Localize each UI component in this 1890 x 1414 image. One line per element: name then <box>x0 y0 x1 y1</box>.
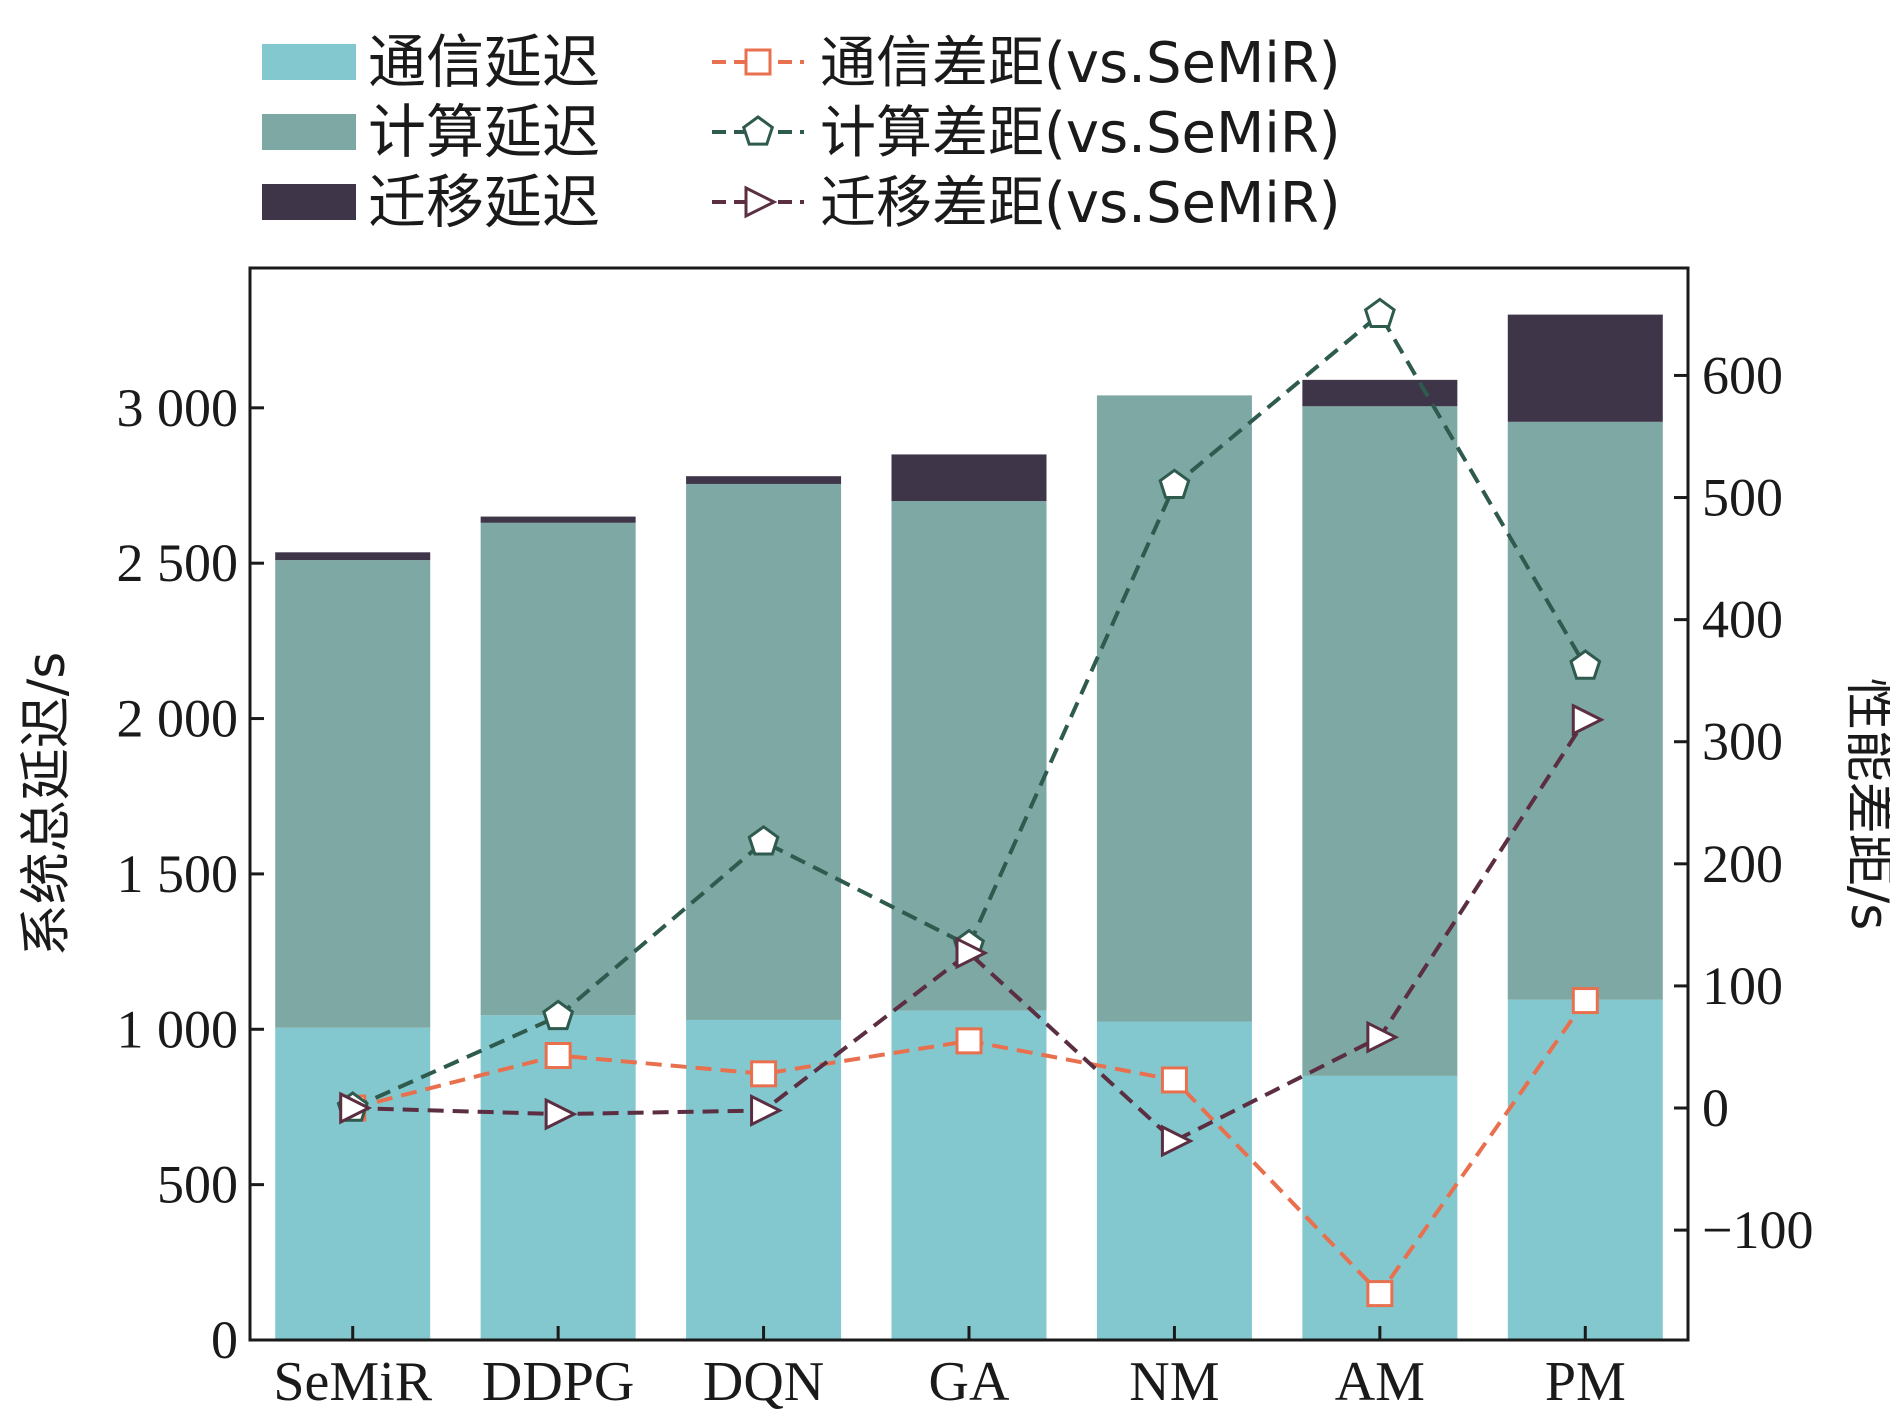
legend-marker-comp-gap <box>741 115 775 146</box>
bar-comm-ga <box>891 1010 1047 1340</box>
legend-label-comm-gap: 通信差距(vs.SeMiR) <box>820 31 1341 96</box>
y-tick-label: 3 000 <box>117 378 239 438</box>
migr-gap-point-pm <box>1571 703 1605 737</box>
y2-tick-label: 0 <box>1702 1078 1729 1138</box>
y-tick-label: 1 000 <box>117 999 239 1059</box>
y2-tick-label: 300 <box>1702 712 1783 772</box>
migr-gap-point-semir <box>339 1091 373 1125</box>
y2-tick-label: 200 <box>1702 834 1783 894</box>
migr-gap-point-ddpg <box>544 1097 578 1131</box>
bar-comp-ga <box>891 501 1047 1011</box>
y2-tick-label: 500 <box>1702 468 1783 528</box>
comm-gap-point-ddpg <box>544 1042 572 1070</box>
y2-axis-label: 性能差距/s <box>1839 678 1890 931</box>
migr-gap-point-am <box>1366 1020 1400 1054</box>
x-tick-label-pm: PM <box>1545 1351 1626 1413</box>
x-tick-label-am: AM <box>1335 1351 1425 1413</box>
bar-migr-dqn <box>686 476 842 484</box>
bar-migr-am <box>1302 379 1458 407</box>
bar-comp-semir <box>275 560 431 1028</box>
y-axis-label: 系统总延迟/s <box>17 652 77 957</box>
y2-tick-label: −100 <box>1702 1200 1813 1260</box>
legend-marker-migr-gap <box>744 185 778 219</box>
y2-tick-label: 400 <box>1702 590 1783 650</box>
migr-gap-point-dqn <box>750 1094 783 1127</box>
comm-gap-point-pm <box>1571 987 1599 1015</box>
legend-marker-comm-gap <box>744 48 772 76</box>
y2-tick-label: 600 <box>1702 345 1783 405</box>
y-tick-label: 500 <box>157 1155 238 1215</box>
bar-migr-ga <box>891 454 1047 502</box>
legend-label-migr-gap: 迁移差距(vs.SeMiR) <box>820 171 1341 236</box>
comp-gap-point-am <box>1363 297 1396 328</box>
y-tick-label: 0 <box>211 1310 238 1370</box>
legend-swatch-migr <box>262 184 356 220</box>
comm-gap-point-nm <box>1160 1066 1188 1094</box>
x-tick-label-ga: GA <box>929 1351 1010 1413</box>
gap-lines-layer <box>336 297 1605 1308</box>
x-tick-label-dqn: DQN <box>703 1351 824 1413</box>
comp-gap-point-pm <box>1569 649 1602 680</box>
migr-gap-point-ga <box>955 936 989 970</box>
y-tick-label: 2 500 <box>117 533 239 593</box>
bar-comm-semir <box>275 1027 431 1340</box>
y2-tick-label: 100 <box>1702 956 1783 1016</box>
y-tick-label: 2 000 <box>117 689 239 749</box>
bar-comp-dqn <box>686 483 842 1020</box>
legend-swatch-comm <box>262 44 356 80</box>
bar-comp-nm <box>1096 395 1252 1022</box>
bar-migr-ddpg <box>480 516 636 523</box>
legend-swatch-comp <box>262 114 356 150</box>
legend-label-migr: 迁移延迟 <box>368 168 600 236</box>
migr-gap-point-nm <box>1160 1124 1194 1158</box>
x-tick-label-ddpg: DDPG <box>482 1351 634 1413</box>
comm-gap-point-ga <box>955 1027 983 1055</box>
x-tick-label-nm: NM <box>1129 1351 1219 1413</box>
bar-migr-semir <box>275 552 431 561</box>
comp-gap-point-dqn <box>747 824 780 856</box>
comp-gap-point-nm <box>1158 468 1191 499</box>
x-tick-label-semir: SeMiR <box>273 1351 432 1413</box>
legend-label-comp: 计算延迟 <box>368 98 600 166</box>
comp-gap-point-ddpg <box>542 999 575 1031</box>
y-tick-label: 1 500 <box>117 844 239 904</box>
bar-migr-pm <box>1507 314 1663 422</box>
legend-label-comm: 通信延迟 <box>368 28 600 96</box>
bar-comp-ddpg <box>480 522 636 1016</box>
comm-gap-point-am <box>1366 1280 1394 1308</box>
bar-comm-pm <box>1507 999 1663 1340</box>
comm-gap-point-dqn <box>750 1060 778 1088</box>
bar-comp-am <box>1302 406 1458 1076</box>
legend-label-comp-gap: 计算差距(vs.SeMiR) <box>820 101 1341 166</box>
